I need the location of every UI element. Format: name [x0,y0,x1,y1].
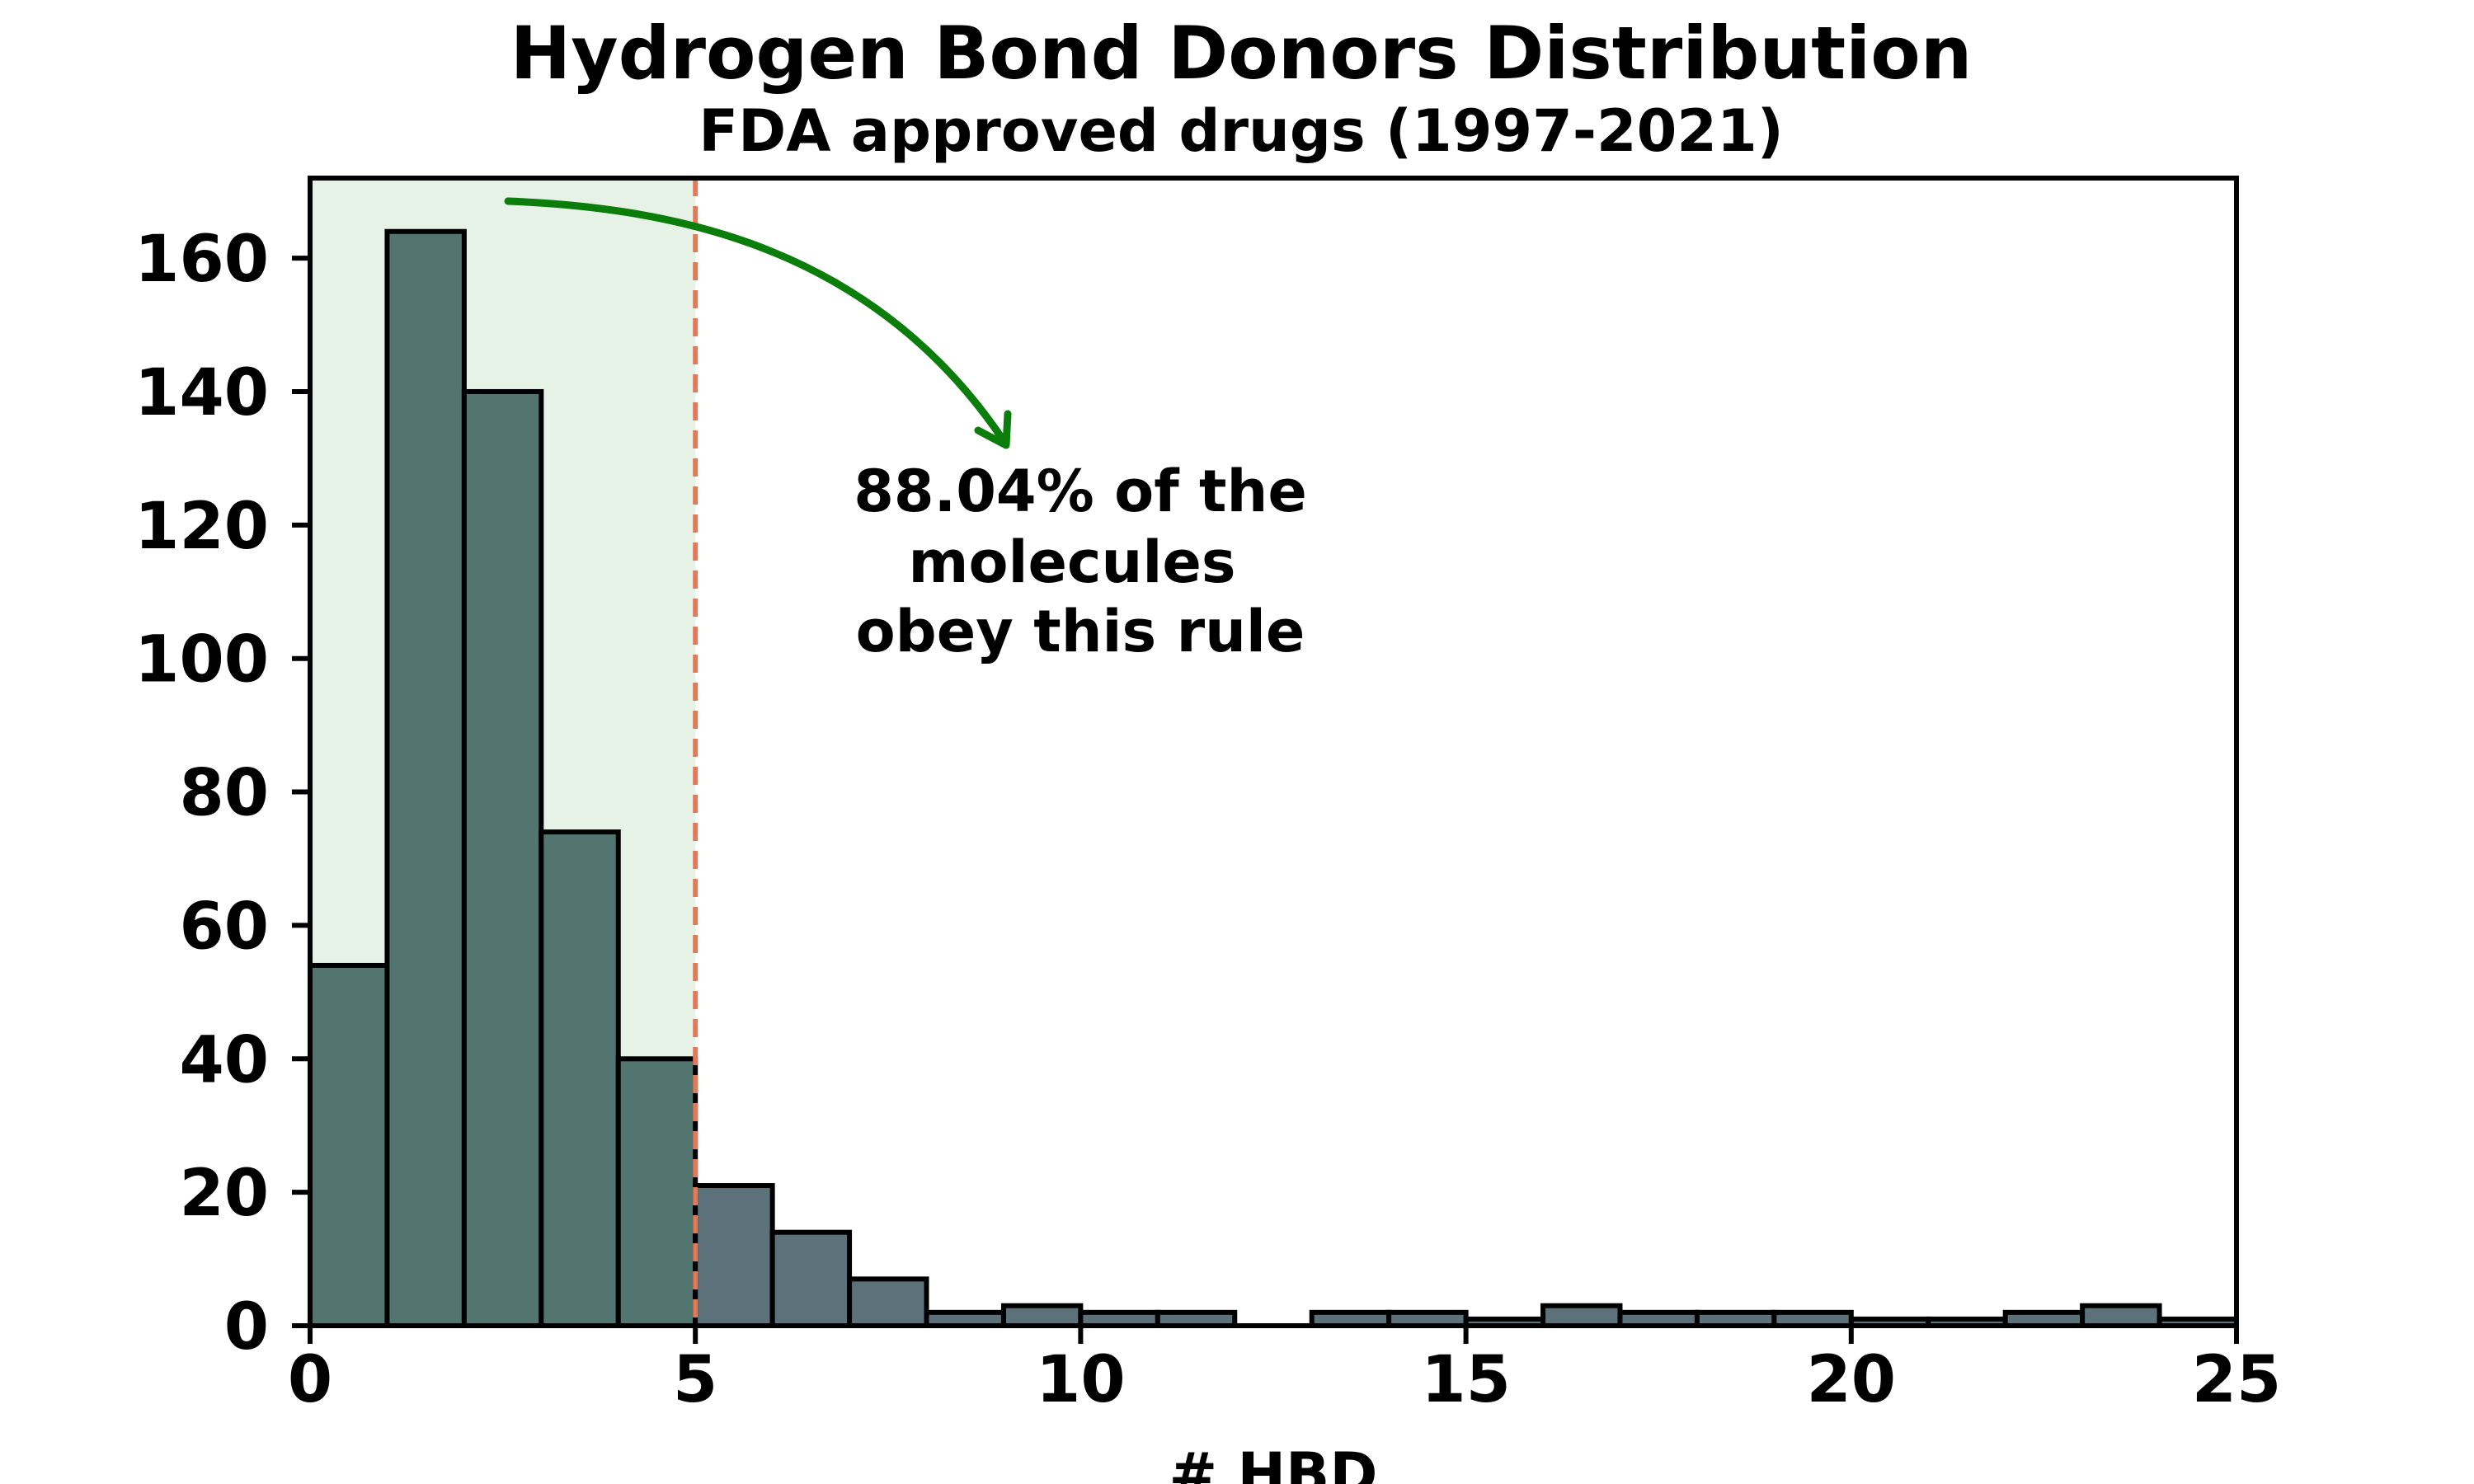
annotation-arrowhead [974,410,1012,449]
y-tick-label: 40 [179,1023,269,1097]
chart-title: Hydrogen Bond Donors Distribution [510,11,1973,96]
bar-bin-5 [693,1183,775,1326]
chart-subtitle: FDA approved drugs (1997-2021) [698,97,1783,165]
x-axis-label: # HBD [1169,1440,1377,1484]
y-tick-label: 80 [179,757,269,831]
x-tick-label: 15 [1421,1343,1511,1417]
annotation-line-1: 88.04% of the [854,458,1307,525]
x-tick-label: 20 [1807,1343,1897,1417]
x-tick-label: 25 [2192,1343,2282,1417]
y-axis: 0 20 40 60 80 100 120 140 160 [134,223,310,1364]
x-axis: 0 5 10 15 20 25 [288,1326,2281,1417]
bar-bin-1 [384,228,467,1326]
bar-bin-2 [461,388,544,1326]
bar-bin-23 [2080,1303,2162,1326]
y-tick-label: 20 [179,1157,269,1231]
bar-bin-11 [1155,1309,1238,1326]
x-tick-label: 0 [288,1343,332,1417]
y-tick-label: 160 [134,223,269,297]
y-tick-label: 100 [134,623,269,697]
bar-bin-4 [615,1056,698,1326]
bar-bin-7 [847,1276,929,1326]
y-tick-label: 140 [134,356,269,430]
annotation-line-3: obey this rule [856,598,1305,665]
bar-bin-16 [1540,1303,1623,1326]
annotation-line-2: molecules [909,528,1236,596]
y-tick-label: 0 [224,1290,269,1364]
x-tick-label: 5 [673,1343,717,1417]
bar-bin-6 [769,1229,853,1326]
bar-bin-24 [2157,1316,2236,1326]
plot-frame [308,176,2239,1328]
bars [310,228,2236,1326]
bar-bin-9 [1000,1303,1084,1326]
bar-bin-0 [310,962,390,1326]
bar-bin-3 [539,829,621,1326]
y-tick-label: 120 [134,490,269,564]
y-tick-label: 60 [179,890,269,964]
annotation-arrow [504,197,1009,446]
x-tick-label: 10 [1036,1343,1126,1417]
